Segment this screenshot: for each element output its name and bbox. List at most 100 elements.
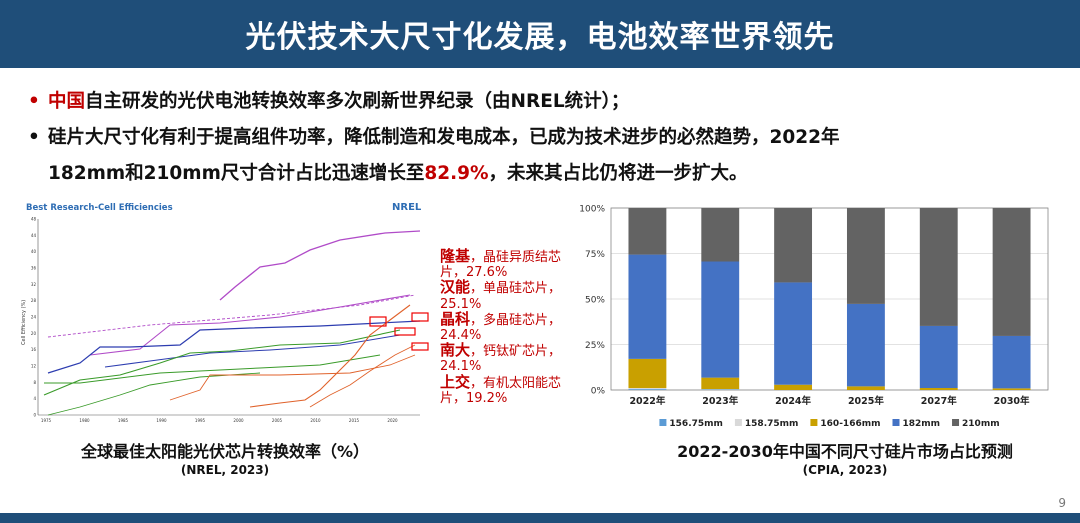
- nrel-x-tick: 2020: [387, 418, 398, 423]
- thin-film-line: [44, 354, 381, 384]
- company-name: 南大: [440, 341, 471, 360]
- bar-segment-156.75mm: [628, 389, 667, 390]
- highlight-text: 中国: [48, 91, 86, 112]
- bar-segment-160-166mm: [628, 358, 667, 388]
- page-number: 9: [1058, 496, 1066, 510]
- bullet-text: 自主研发的光伏电池转换效率多次刷新世界纪录（由NREL统计）；: [85, 91, 630, 112]
- nrel-y-tick: 4: [33, 396, 36, 401]
- nrel-y-tick: 40: [31, 249, 37, 254]
- legend-label: 158.75mm: [745, 419, 799, 429]
- right-chart-title: 2022-2030年中国不同尺寸硅片市场占比预测: [677, 442, 1013, 461]
- nrel-title: Best Research-Cell Efficiencies: [26, 203, 173, 213]
- nrel-y-tick: 28: [31, 298, 37, 303]
- bar-segment-182mm: [701, 261, 740, 378]
- y-tick-label: 0%: [591, 387, 606, 397]
- bullet-dot: •: [28, 91, 40, 112]
- nrel-y-tick: 12: [31, 364, 37, 369]
- annotation-item: 隆基，晶硅异质结芯片，27.6%: [440, 247, 574, 281]
- nrel-x-tick: 1985: [118, 418, 129, 423]
- nrel-x-tick: 1980: [79, 418, 90, 423]
- company-name: 隆基: [440, 247, 471, 265]
- company-name: 汉能: [440, 278, 471, 297]
- bar-segment-210mm: [774, 208, 813, 283]
- legend-label: 182mm: [902, 419, 940, 429]
- bullet-item: • 硅片大尺寸化有利于提高组件功率，降低制造和发电成本，已成为技术进步的必然趋势，…: [28, 120, 1068, 192]
- record-desc: ，晶硅异质结芯片，27.6%: [440, 250, 562, 281]
- legend-swatch: [810, 419, 818, 426]
- x-tick-label: 2024年: [775, 395, 811, 407]
- bullet-text: ，未来其占比仍将进一步扩大。: [488, 163, 748, 184]
- bar-segment-182mm: [992, 335, 1031, 389]
- bullet-text: 硅片大尺寸化有利于提高组件功率，降低制造和发电成本，已成为技术进步的必然趋势，2…: [48, 127, 840, 148]
- bar-segment-210mm: [701, 208, 740, 262]
- legend-swatch: [892, 419, 900, 426]
- company-name: 晶科: [440, 309, 471, 328]
- x-tick-label: 2022年: [629, 395, 665, 407]
- nrel-y-tick: 48: [31, 217, 37, 222]
- emerging-pv-line: [309, 344, 416, 408]
- y-tick-label: 25%: [585, 341, 605, 351]
- bar-segment-160-166mm: [774, 384, 813, 390]
- company-name: 上交: [440, 372, 471, 391]
- nrel-y-tick: 20: [31, 331, 37, 336]
- bar-segment-182mm: [919, 325, 958, 388]
- x-tick-label: 2027年: [921, 395, 957, 407]
- bar-segment-210mm: [628, 208, 667, 255]
- legend-swatch: [952, 419, 960, 426]
- bar-segment-160-166mm: [919, 387, 958, 390]
- legend-swatch: [659, 419, 667, 426]
- bar-segment-160-166mm: [701, 377, 740, 390]
- legend-swatch: [734, 419, 742, 426]
- bullet-list: • 中国自主研发的光伏电池转换效率多次刷新世界纪录（由NREL统计）； • 硅片大尺…: [28, 84, 1068, 192]
- nrel-efficiency-chart-image: Best Research-Cell Efficiencies NREL Cel…: [20, 195, 430, 425]
- nrel-y-tick: 36: [31, 266, 37, 271]
- crystalline-si-line: [47, 320, 421, 374]
- nrel-x-tick: 2005: [272, 418, 283, 423]
- legend-label: 156.75mm: [669, 419, 723, 429]
- nrel-ylabel: Cell Efficiency (%): [21, 300, 27, 345]
- record-desc: ，多晶硅芯片，24.4%: [440, 312, 562, 344]
- thin-film-line: [43, 329, 401, 396]
- annotation-item: 上交，有机太阳能芯片，19.2%: [440, 372, 574, 406]
- highlight-box: [394, 327, 416, 336]
- bar-segment-158.75mm: [628, 387, 667, 390]
- thin-film-line: [47, 372, 261, 416]
- x-tick-label: 2025年: [848, 395, 884, 407]
- nrel-y-tick: 44: [31, 233, 37, 238]
- left-chart-source: (NREL, 2023): [180, 463, 270, 477]
- nrel-y-tick: 24: [31, 315, 37, 320]
- bar-segment-156.75mm: [701, 389, 740, 390]
- bullet-text: 182mm和210mm尺寸合计占比迅速增长至: [48, 163, 425, 184]
- y-tick-label: 100%: [579, 205, 605, 215]
- multijunction-line: [89, 294, 411, 356]
- highlight-text: 82.9%: [424, 163, 489, 184]
- multijunction-dashed-line: [47, 294, 416, 338]
- record-annotations: 隆基，晶硅异质结芯片，27.6% 汉能，单晶硅芯片，25.1% 晶科，多晶硅芯片，2…: [440, 247, 574, 406]
- right-chart-source: (CPIA, 2023): [802, 463, 888, 477]
- emerging-pv-line: [169, 354, 416, 401]
- x-tick-label: 2023年: [702, 395, 738, 407]
- nrel-y-tick: 32: [31, 282, 37, 287]
- bar-segment-210mm: [992, 208, 1031, 336]
- highlight-box: [411, 312, 429, 322]
- record-desc: ，钙钛矿芯片，24.1%: [440, 344, 562, 375]
- title-banner: 光伏技术大尺寸化发展，电池效率世界领先: [0, 0, 1080, 68]
- bullet-dot: •: [28, 127, 40, 148]
- nrel-y-tick: 0: [33, 413, 36, 418]
- bar-segment-182mm: [774, 282, 813, 385]
- page-title: 光伏技术大尺寸化发展，电池效率世界领先: [245, 20, 835, 55]
- nrel-x-tick: 1995: [195, 418, 206, 423]
- annotation-item: 南大，钙钛矿芯片，24.1%: [440, 341, 574, 375]
- y-tick-label: 50%: [585, 296, 605, 306]
- bar-segment-160-166mm: [846, 386, 885, 390]
- nrel-x-tick: 2000: [233, 418, 244, 423]
- bar-segment-210mm: [919, 208, 958, 326]
- plot-frame: [610, 207, 1049, 391]
- left-chart-title: 全球最佳太阳能光伏芯片转换效率（%）: [80, 442, 370, 461]
- multijunction-line: [219, 230, 421, 301]
- nrel-x-tick: 1975: [41, 418, 52, 423]
- annotation-item: 汉能，单晶硅芯片，25.1%: [440, 278, 574, 312]
- emerging-pv-line: [249, 304, 411, 408]
- nrel-logo: NREL: [392, 202, 422, 213]
- nrel-y-tick: 8: [33, 380, 36, 385]
